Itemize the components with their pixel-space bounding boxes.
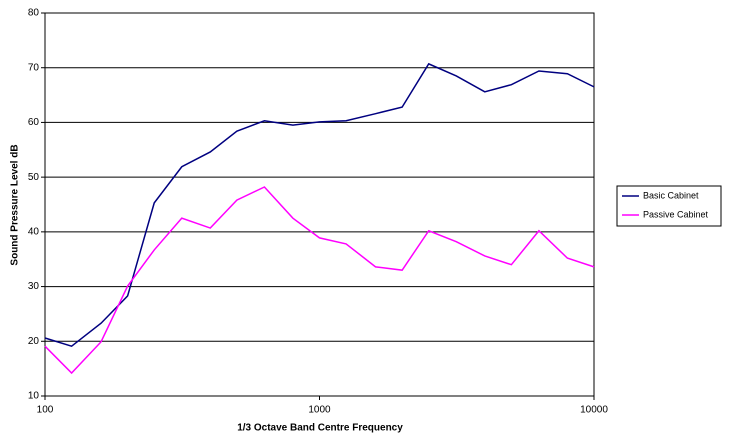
series-line	[44, 62, 595, 348]
y-tick-label: 70	[28, 62, 40, 73]
legend-box	[616, 185, 722, 227]
series-line	[44, 186, 595, 375]
y-tick-label: 40	[28, 226, 40, 237]
y-tick-label: 10	[28, 391, 40, 402]
y-tick-label: 30	[28, 281, 40, 292]
x-tick-label: 100	[37, 405, 54, 416]
plot-frame	[44, 12, 595, 397]
x-axis-title: 1/3 Octave Band Centre Frequency	[237, 423, 403, 434]
legend-label: Passive Cabinet	[643, 209, 709, 219]
y-tick-label: 50	[28, 172, 40, 183]
x-tick-label: 1000	[308, 405, 331, 416]
x-tick-label: 10000	[580, 405, 608, 416]
y-tick-label: 20	[28, 336, 40, 347]
y-tick-label: 60	[28, 117, 40, 128]
legend-label: Basic Cabinet	[643, 190, 699, 200]
y-axis-title: Sound Pressure Level dB	[10, 144, 21, 265]
y-tick-label: 80	[28, 8, 40, 19]
